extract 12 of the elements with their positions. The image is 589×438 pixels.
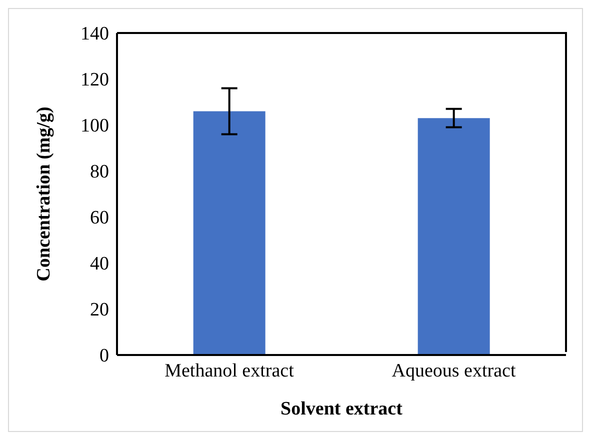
y-tick-label: 60 (90, 208, 109, 229)
y-tick-label: 120 (80, 70, 109, 91)
y-tick-label: 0 (100, 346, 109, 367)
x-tick-label: Methanol extract (164, 360, 295, 382)
y-tick-label: 100 (80, 116, 109, 137)
y-tick-label: 140 (80, 24, 109, 45)
y-tick-label: 20 (90, 300, 109, 321)
y-tick-label: 80 (90, 162, 109, 183)
y-axis-title: Concentration (mg/g) (34, 106, 55, 282)
x-tick-label: Aqueous extract (392, 360, 516, 382)
x-axis-title: Solvent extract (280, 398, 404, 420)
y-tick-label: 40 (90, 254, 109, 275)
